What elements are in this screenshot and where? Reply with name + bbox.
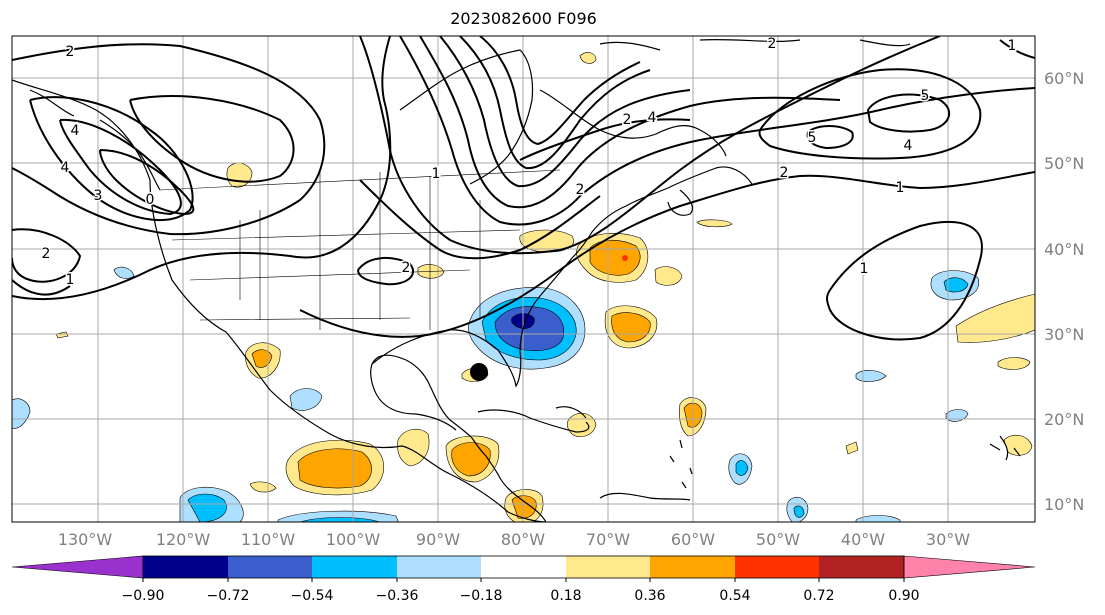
colorbar-tick-label: −0.36	[376, 588, 419, 604]
colorbar	[11, 555, 1036, 582]
colorbar-tick-label: −0.54	[291, 588, 334, 604]
colorbar-segment	[566, 556, 650, 578]
colorbar-tick-label: −0.18	[460, 588, 503, 604]
colorbar-tick-labels: −0.90 −0.72 −0.54 −0.36 −0.18 0.18 0.36 …	[122, 588, 920, 604]
colorbar-tick-label: 0.36	[634, 588, 665, 604]
contour-label: 1	[860, 261, 869, 277]
contour-label: 2	[42, 246, 51, 262]
contour-label: 1	[1008, 38, 1017, 54]
colorbar-segment	[143, 556, 228, 578]
contour-label: 1	[66, 272, 75, 288]
lon-label: 90°W	[416, 530, 460, 549]
latitude-labels: 60°N 50°N 40°N 30°N 20°N 10°N	[1044, 69, 1084, 514]
lon-label: 30°W	[926, 530, 970, 549]
contour-label: 2	[768, 36, 777, 52]
lon-label: 60°W	[671, 530, 715, 549]
colorbar-segment	[650, 556, 735, 578]
lon-label: 70°W	[586, 530, 630, 549]
contour-lines	[12, 36, 1035, 341]
shaded-anomalies	[12, 52, 1035, 522]
contour-label: 2	[66, 44, 75, 60]
lon-label: 50°W	[756, 530, 800, 549]
colorbar-segment	[397, 556, 481, 578]
contour-label: 4	[648, 110, 657, 126]
contour-label: 2	[576, 182, 585, 198]
colorbar-outline	[142, 555, 905, 579]
colorbar-tick-label: 0.18	[550, 588, 581, 604]
lat-label: 50°N	[1044, 154, 1084, 173]
colorbar-segment	[819, 556, 904, 578]
map-title: 2023082600 F096	[450, 9, 597, 28]
longitude-labels: 130°W 120°W 110°W 100°W 90°W 80°W 70°W 6…	[58, 530, 970, 549]
lat-label: 40°N	[1044, 240, 1084, 259]
coastlines	[12, 38, 1021, 522]
contour-label: 2	[623, 112, 632, 128]
colorbar-tick-label: −0.72	[207, 588, 250, 604]
lat-label: 30°N	[1044, 325, 1084, 344]
contour-label: 2	[780, 165, 789, 181]
colorbar-extend-min	[11, 555, 144, 579]
contour-label: 5	[921, 88, 930, 104]
lat-label: 60°N	[1044, 69, 1084, 88]
colorbar-tick-label: 0.90	[888, 588, 919, 604]
contour-label: 2	[402, 260, 411, 276]
colorbar-tick-label: 0.72	[803, 588, 834, 604]
lon-label: 40°W	[841, 530, 885, 549]
lon-label: 80°W	[501, 530, 545, 549]
colorbar-tick-label: 0.54	[719, 588, 750, 604]
lon-label: 100°W	[326, 530, 381, 549]
lon-label: 110°W	[241, 530, 296, 549]
map-frame	[11, 35, 1036, 523]
lat-label: 10°N	[1044, 495, 1084, 514]
lon-label: 130°W	[58, 530, 113, 549]
contour-label: 4	[61, 160, 70, 176]
lon-label: 120°W	[156, 530, 211, 549]
colorbar-extend-max	[903, 555, 1036, 579]
contour-label: 1	[896, 180, 905, 196]
contour-label: 4	[904, 138, 913, 154]
contour-label: 1	[432, 166, 441, 182]
colorbar-segment	[312, 556, 397, 578]
lat-label: 20°N	[1044, 410, 1084, 429]
storm-center-marker	[470, 363, 488, 381]
colorbar-segment	[228, 556, 312, 578]
colorbar-segment	[735, 556, 819, 578]
contour-label: 3	[94, 188, 103, 204]
colorbar-tick-label: −0.90	[122, 588, 165, 604]
gridlines	[12, 36, 1035, 522]
contour-labels: 2 4 4 3 0 2 1 2 2 2 4 2 5 5 4 2 1 1 1 1	[40, 36, 1018, 290]
colorbar-segment	[481, 556, 566, 578]
contour-label: 5	[808, 130, 817, 146]
contour-label: 4	[71, 123, 80, 139]
contour-label: 0	[146, 192, 155, 208]
